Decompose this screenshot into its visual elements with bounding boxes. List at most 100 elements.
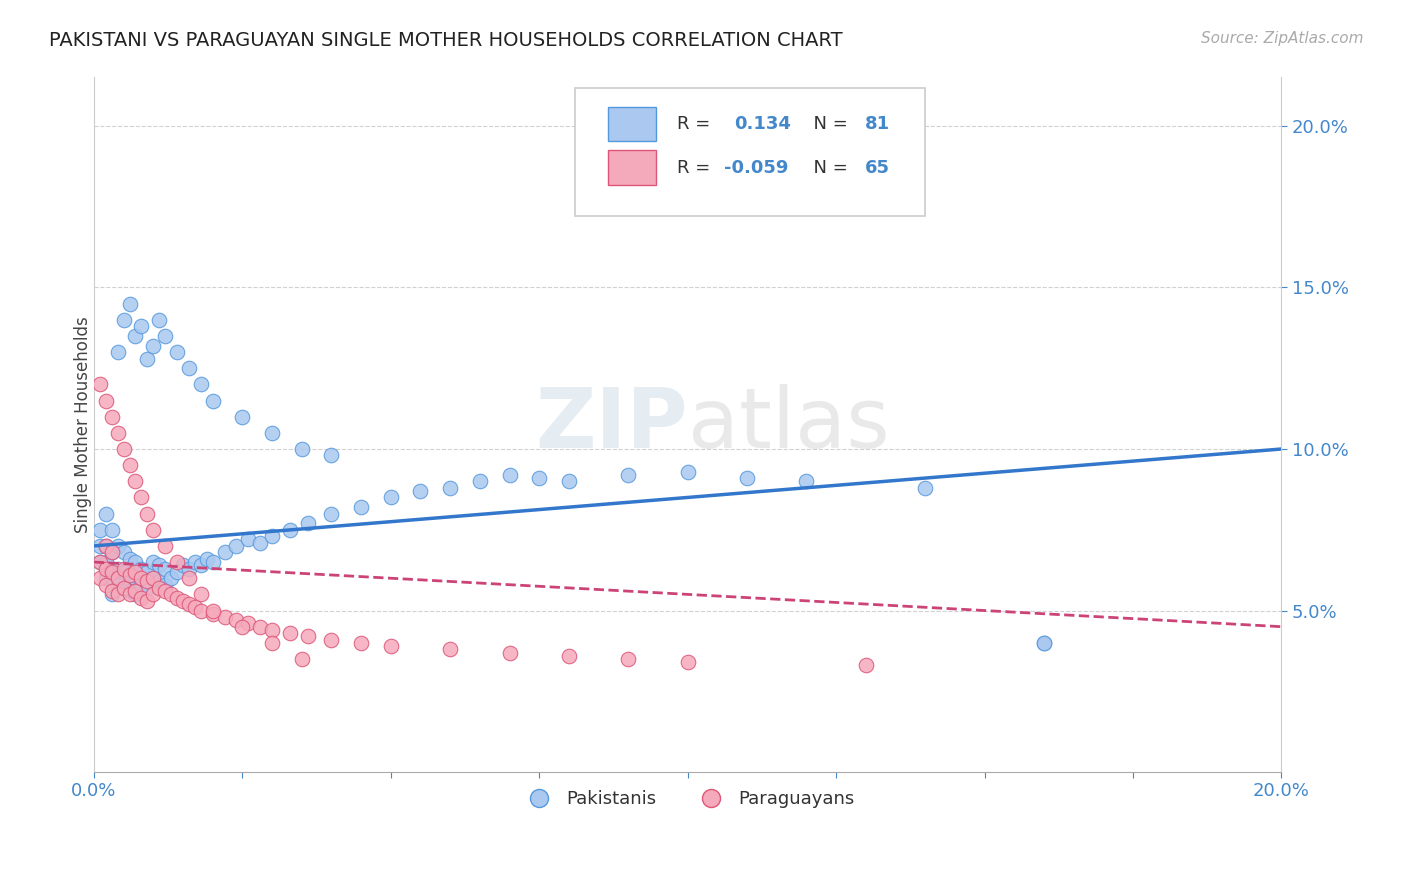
Point — [529, 471, 551, 485]
Point — [166, 565, 188, 579]
Point — [100, 523, 122, 537]
Point — [131, 591, 153, 605]
Point — [166, 591, 188, 605]
Point — [260, 623, 283, 637]
Point — [100, 409, 122, 424]
Point — [94, 561, 117, 575]
Point — [136, 574, 159, 589]
Point — [142, 338, 165, 352]
Text: R =: R = — [676, 159, 716, 177]
Point — [148, 574, 170, 589]
Point — [195, 552, 218, 566]
Point — [350, 500, 373, 515]
Point — [142, 587, 165, 601]
Point — [153, 329, 176, 343]
Point — [380, 639, 402, 653]
Point — [136, 581, 159, 595]
Point — [278, 523, 301, 537]
Point — [321, 449, 343, 463]
Point — [321, 507, 343, 521]
Point — [131, 571, 153, 585]
Point — [142, 571, 165, 585]
Point — [148, 558, 170, 573]
Text: Source: ZipAtlas.com: Source: ZipAtlas.com — [1201, 31, 1364, 46]
Text: 81: 81 — [865, 115, 890, 133]
Point — [214, 610, 236, 624]
Point — [136, 594, 159, 608]
Point — [100, 587, 122, 601]
Point — [617, 467, 640, 482]
Y-axis label: Single Mother Households: Single Mother Households — [75, 317, 91, 533]
Point — [238, 533, 260, 547]
Point — [89, 555, 111, 569]
Point — [231, 409, 253, 424]
Legend: Pakistanis, Paraguayans: Pakistanis, Paraguayans — [515, 782, 862, 815]
Point — [100, 545, 122, 559]
Point — [558, 648, 581, 663]
Point — [190, 558, 212, 573]
Text: atlas: atlas — [688, 384, 890, 466]
Point — [225, 613, 247, 627]
Point — [238, 616, 260, 631]
Point — [131, 577, 153, 591]
Point — [100, 545, 122, 559]
Point — [291, 442, 314, 456]
Point — [142, 555, 165, 569]
Text: ZIP: ZIP — [536, 384, 688, 466]
Point — [190, 603, 212, 617]
Point — [107, 577, 129, 591]
Text: N =: N = — [801, 159, 853, 177]
Point — [498, 467, 520, 482]
Point — [94, 539, 117, 553]
Point — [107, 345, 129, 359]
Point — [166, 555, 188, 569]
Point — [297, 516, 319, 531]
Point — [796, 475, 818, 489]
FancyBboxPatch shape — [609, 151, 655, 186]
Point — [409, 483, 432, 498]
Point — [124, 587, 146, 601]
Point — [1032, 636, 1054, 650]
Point — [172, 558, 194, 573]
Point — [136, 351, 159, 366]
Point — [439, 481, 461, 495]
Point — [249, 535, 271, 549]
Point — [118, 568, 141, 582]
Point — [468, 475, 491, 489]
Point — [231, 620, 253, 634]
Point — [94, 393, 117, 408]
Point — [94, 555, 117, 569]
Point — [112, 581, 135, 595]
Point — [89, 523, 111, 537]
Point — [321, 632, 343, 647]
FancyBboxPatch shape — [575, 87, 925, 217]
Point — [160, 571, 183, 585]
Point — [124, 565, 146, 579]
Point — [112, 312, 135, 326]
Point — [735, 471, 758, 485]
Point — [94, 507, 117, 521]
Point — [153, 539, 176, 553]
Point — [136, 507, 159, 521]
Point — [100, 571, 122, 585]
Point — [131, 491, 153, 505]
Point — [260, 636, 283, 650]
Point — [124, 571, 146, 585]
Point — [153, 584, 176, 599]
Point — [278, 626, 301, 640]
Point — [190, 377, 212, 392]
Point — [914, 481, 936, 495]
Point — [184, 600, 207, 615]
Point — [177, 361, 200, 376]
Point — [617, 652, 640, 666]
Point — [107, 539, 129, 553]
Point — [214, 545, 236, 559]
Point — [177, 597, 200, 611]
Point — [124, 329, 146, 343]
Point — [89, 377, 111, 392]
Point — [148, 581, 170, 595]
Point — [201, 555, 224, 569]
Point — [153, 577, 176, 591]
Point — [1032, 636, 1054, 650]
Point — [118, 587, 141, 601]
